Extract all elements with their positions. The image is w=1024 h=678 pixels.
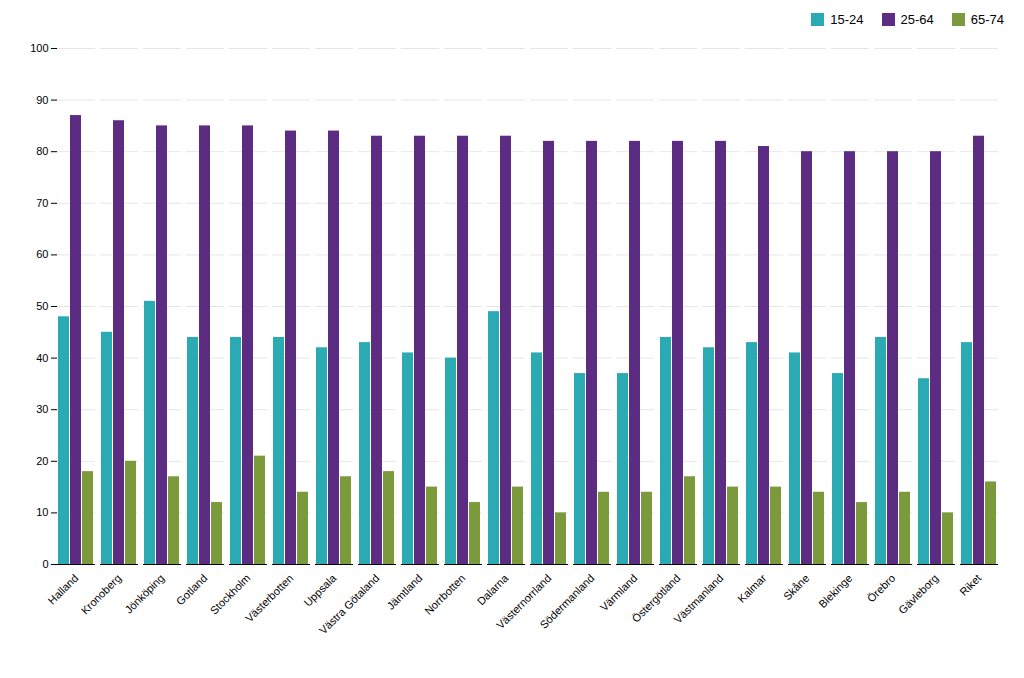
html-text:65-74: 65-74 <box>970 11 1004 27</box>
svg-text:50: 50 <box>36 300 48 312</box>
svg-text:Kalmar: Kalmar <box>735 572 768 605</box>
svg-text:60: 60 <box>36 248 48 260</box>
svg-text:0: 0 <box>42 558 48 570</box>
svg-text:Västernorrland: Västernorrland <box>493 571 554 632</box>
svg-text:Norrbotten: Norrbotten <box>422 572 467 617</box>
svg-text:Skåne: Skåne <box>781 572 812 603</box>
svg-text:Västerbotten: Västerbotten <box>243 572 296 625</box>
svg-text:Riket: Riket <box>957 572 983 598</box>
svg-text:Södermanland: Södermanland <box>537 572 596 631</box>
svg-text:Halland: Halland <box>46 572 81 607</box>
svg-text:10: 10 <box>36 506 48 518</box>
html-text:25-64: 25-64 <box>900 11 934 27</box>
svg-text:Västra Götaland: Västra Götaland <box>317 572 382 637</box>
svg-text:Jönköping: Jönköping <box>122 572 166 616</box>
svg-text:Stockholm: Stockholm <box>208 572 253 617</box>
svg-text:30: 30 <box>36 403 48 415</box>
svg-text:Jämtland: Jämtland <box>384 572 424 612</box>
svg-text:Gotland: Gotland <box>174 572 210 608</box>
svg-text:Dalarna: Dalarna <box>475 571 511 607</box>
svg-text:Gävleborg: Gävleborg <box>896 572 940 616</box>
svg-text:Blekinge: Blekinge <box>816 572 854 610</box>
svg-text:100: 100 <box>30 42 48 54</box>
svg-text:Uppsala: Uppsala <box>301 571 339 609</box>
svg-text:90: 90 <box>36 94 48 106</box>
svg-text:70: 70 <box>36 197 48 209</box>
svg-text:Östergötland: Östergötland <box>629 571 683 625</box>
html-text:15-24: 15-24 <box>830 11 864 27</box>
svg-text:Värmland: Värmland <box>598 572 640 614</box>
svg-text:Västmanland: Västmanland <box>672 572 726 626</box>
svg-text:40: 40 <box>36 352 48 364</box>
svg-text:20: 20 <box>36 455 48 467</box>
svg-text:80: 80 <box>36 145 48 157</box>
svg-text:Kronoberg: Kronoberg <box>79 572 124 617</box>
svg-text:Örebro: Örebro <box>865 572 898 605</box>
